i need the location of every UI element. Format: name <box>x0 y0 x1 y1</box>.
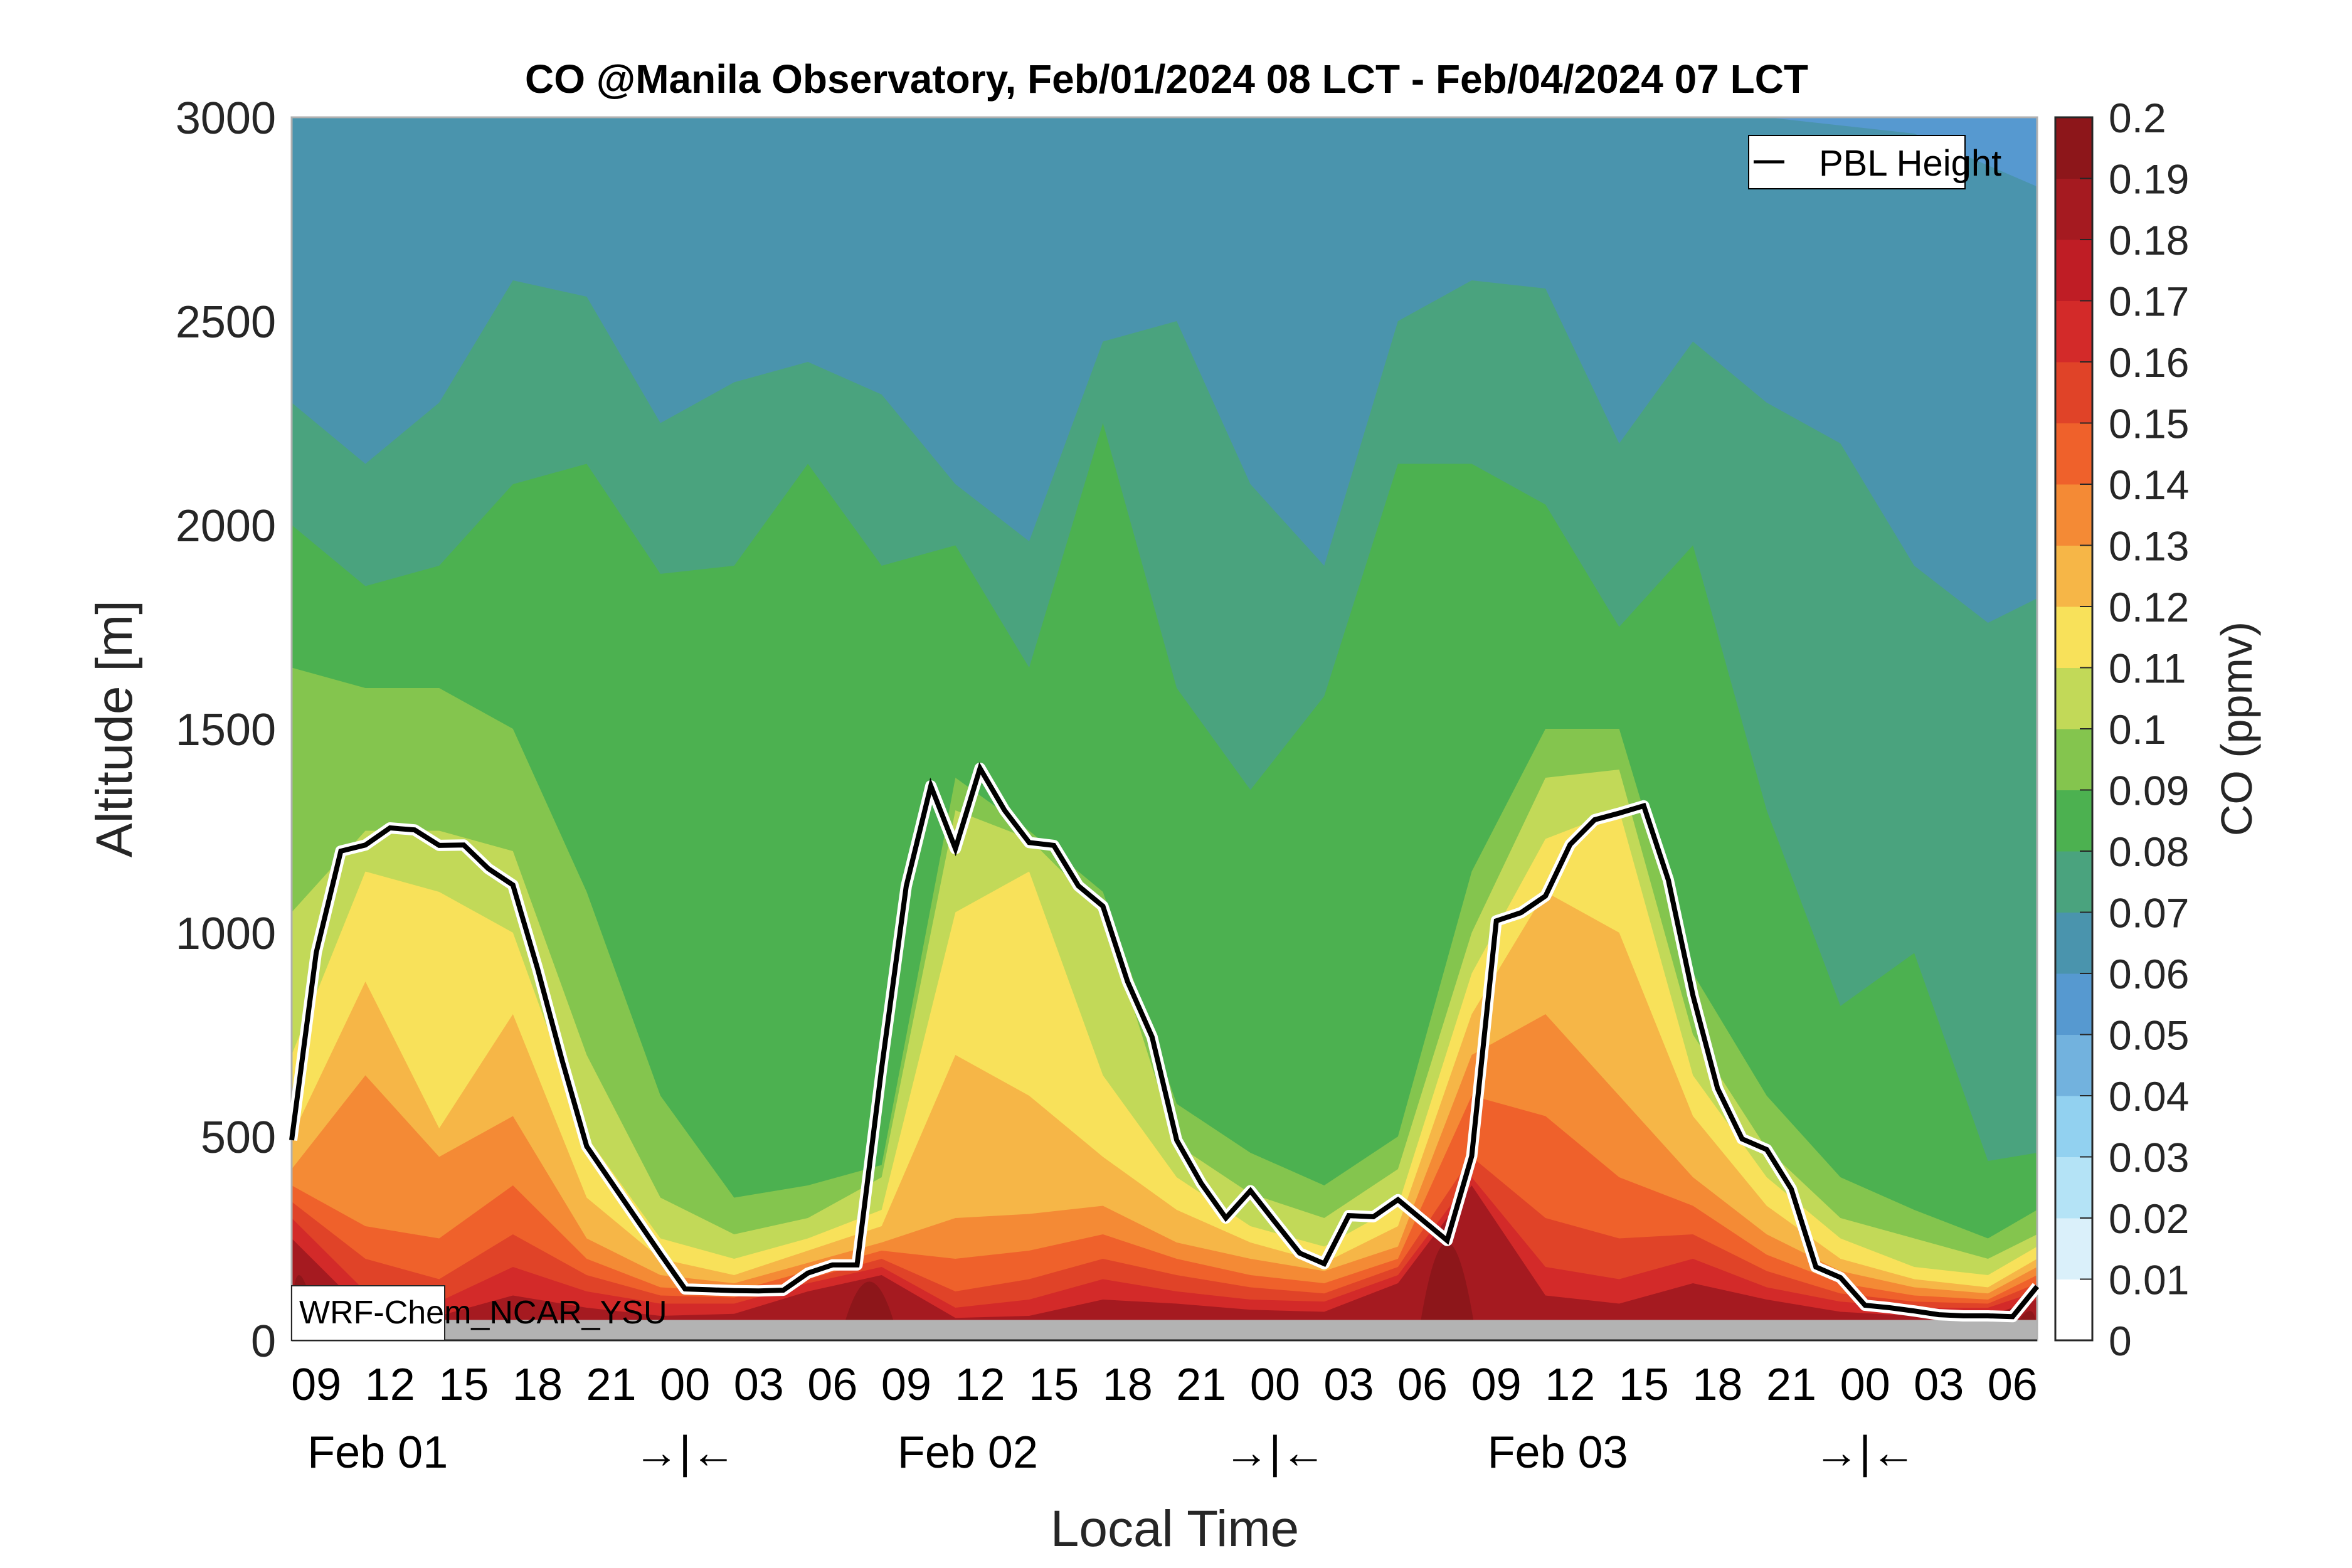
x-tick-label: 12 <box>1545 1360 1595 1410</box>
model-annotation-text: WRF-Chem_NCAR_YSU <box>299 1295 667 1331</box>
day-label: Feb 02 <box>898 1428 1038 1478</box>
colorbar-swatch <box>2055 240 2092 301</box>
day-separator: →|← <box>1224 1428 1327 1478</box>
colorbar-swatch <box>2055 1218 2092 1279</box>
colorbar-swatch <box>2055 912 2092 974</box>
x-tick-label: 21 <box>1766 1360 1816 1410</box>
colorbar-tick-label: 0.2 <box>2109 95 2166 141</box>
y-axis: 0 500 1000 1500 2000 2500 3000 <box>176 93 276 1367</box>
colorbar-swatch <box>2055 545 2092 607</box>
x-tick-label: 00 <box>660 1360 710 1410</box>
x-tick-label: 09 <box>881 1360 931 1410</box>
x-tick-label: 06 <box>1988 1360 2038 1410</box>
colorbar-tick-label: 0.15 <box>2109 401 2189 447</box>
colorbar-swatch <box>2055 667 2092 729</box>
x-tick-label: 21 <box>1176 1360 1226 1410</box>
x-tick-label: 09 <box>1471 1360 1522 1410</box>
x-tick-label: 00 <box>1840 1360 1890 1410</box>
y-tick-label: 0 <box>251 1316 276 1367</box>
colorbar-swatch <box>2055 178 2092 240</box>
colorbar-swatch <box>2055 973 2092 1035</box>
colorbar-swatch <box>2055 851 2092 913</box>
x-tick-label: 12 <box>955 1360 1005 1410</box>
colorbar-tick-label: 0 <box>2109 1318 2132 1364</box>
day-separator: →|← <box>1814 1428 1916 1478</box>
colorbar-tick-label: 0.02 <box>2109 1195 2189 1242</box>
pbl-line-layer <box>286 762 2042 1323</box>
x-axis: 09 12 15 18 21 00 03 06 09 12 15 18 21 00 03 06 09 12 15 18… <box>291 1360 2038 1478</box>
colorbar-swatch <box>2055 362 2092 423</box>
x-tick-label: 21 <box>586 1360 637 1410</box>
day-separator: →|← <box>634 1428 736 1478</box>
x-tick-label: 00 <box>1250 1360 1300 1410</box>
pbl-height-line <box>289 762 2040 1320</box>
co-maximum-2 <box>1417 1242 1477 1340</box>
x-tick-label: 15 <box>1029 1360 1079 1410</box>
y-tick-label: 3000 <box>176 93 276 144</box>
colorbar-tick-label: 0.16 <box>2109 339 2189 386</box>
colorbar-tick-label: 0.1 <box>2109 706 2166 753</box>
colorbar-swatch <box>2055 423 2092 485</box>
colorbar-swatch <box>2055 1157 2092 1219</box>
colorbar-tick-label: 0.06 <box>2109 951 2189 997</box>
legend-box <box>1748 135 1966 189</box>
x-tick-label: 18 <box>1692 1360 1742 1410</box>
colorbar-tick-label: 0.09 <box>2109 768 2189 814</box>
day-label: Feb 01 <box>307 1428 448 1478</box>
colorbar-tick-label: 0.14 <box>2109 462 2189 508</box>
legend: PBL Height <box>1748 135 2001 189</box>
colorbar-swatch <box>2055 1034 2092 1096</box>
colorbar-tick-label: 0.08 <box>2109 829 2189 875</box>
colorbar-label: CO (ppmv) <box>2212 622 2261 836</box>
colorbar-swatch <box>2055 607 2092 668</box>
colorbar-swatch <box>2055 117 2092 179</box>
colorbar: 0 0.01 0.02 0.03 0.04 0.05 0.06 0.07 0.08 0.09 0.1… <box>2054 95 2189 1364</box>
colorbar-tick-label: 0.17 <box>2109 278 2189 325</box>
colorbar-tick-label: 0.19 <box>2109 156 2189 203</box>
x-tick-label: 03 <box>1323 1360 1374 1410</box>
x-axis-label: Local Time <box>1051 1500 1300 1557</box>
plot-area <box>292 117 2037 1340</box>
x-tick-label: 15 <box>438 1360 489 1410</box>
chart-title: CO @Manila Observatory, Feb/01/2024 08 L… <box>525 56 1808 102</box>
colorbar-swatch <box>2055 1096 2092 1157</box>
colorbar-swatch <box>2055 790 2092 852</box>
x-tick-label: 06 <box>807 1360 857 1410</box>
colorbar-tick-label: 0.03 <box>2109 1135 2189 1181</box>
y-tick-label: 500 <box>201 1113 276 1163</box>
y-tick-label: 1500 <box>176 705 276 755</box>
contour-band-0.16 <box>292 1177 2037 1340</box>
colorbar-swatch <box>2055 484 2092 546</box>
colorbar-tick-label: 0.11 <box>2109 645 2186 692</box>
legend-entry-pbl-height: PBL Height <box>1819 143 2001 184</box>
x-tick-label: 03 <box>734 1360 784 1410</box>
day-label: Feb 03 <box>1488 1428 1628 1478</box>
x-tick-label: 15 <box>1619 1360 1669 1410</box>
colorbar-swatch <box>2055 729 2092 790</box>
colorbar-swatch <box>2055 300 2092 363</box>
y-axis-label: Altitude [m] <box>86 600 143 857</box>
colorbar-tick-label: 0.18 <box>2109 217 2189 263</box>
x-tick-label: 18 <box>1103 1360 1153 1410</box>
terrain-mask <box>292 1320 2037 1340</box>
colorbar-swatch <box>2055 1279 2092 1341</box>
model-annotation: WRF-Chem_NCAR_YSU <box>291 1285 667 1341</box>
model-annotation-box <box>291 1285 445 1341</box>
colorbar-tick-label: 0.01 <box>2109 1257 2189 1303</box>
x-tick-label: 03 <box>1914 1360 1964 1410</box>
y-tick-label: 2500 <box>176 297 276 347</box>
colorbar-tick-label: 0.04 <box>2109 1073 2189 1120</box>
x-tick-label: 09 <box>291 1360 341 1410</box>
colorbar-tick-label: 0.13 <box>2109 523 2189 569</box>
x-tick-label: 06 <box>1397 1360 1448 1410</box>
colorbar-tick-label: 0.07 <box>2109 890 2189 936</box>
x-tick-label: 18 <box>512 1360 563 1410</box>
y-tick-label: 2000 <box>176 501 276 551</box>
x-tick-label: 12 <box>365 1360 415 1410</box>
colorbar-tick-label: 0.05 <box>2109 1012 2189 1059</box>
y-tick-label: 1000 <box>176 909 276 959</box>
colorbar-tick-label: 0.12 <box>2109 584 2189 630</box>
